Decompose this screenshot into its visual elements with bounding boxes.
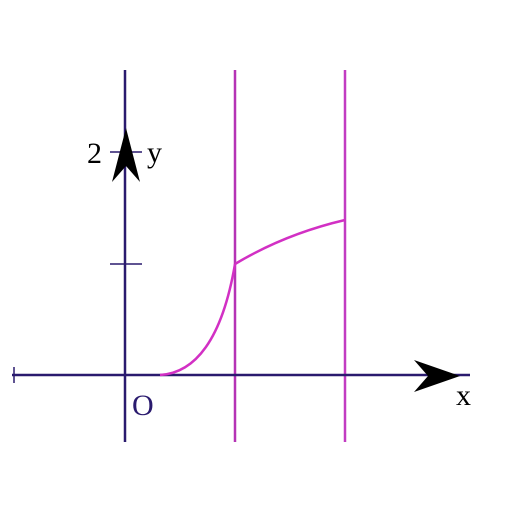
- y-arrow: [112, 128, 140, 182]
- x-arrow: [414, 360, 460, 392]
- curve: [234, 218, 346, 266]
- y-tick-label: 2: [87, 137, 102, 170]
- curve: [159, 263, 237, 377]
- x-axis-label: x: [456, 379, 471, 412]
- y-axis-label: y: [147, 136, 162, 169]
- origin-label: O: [132, 389, 154, 422]
